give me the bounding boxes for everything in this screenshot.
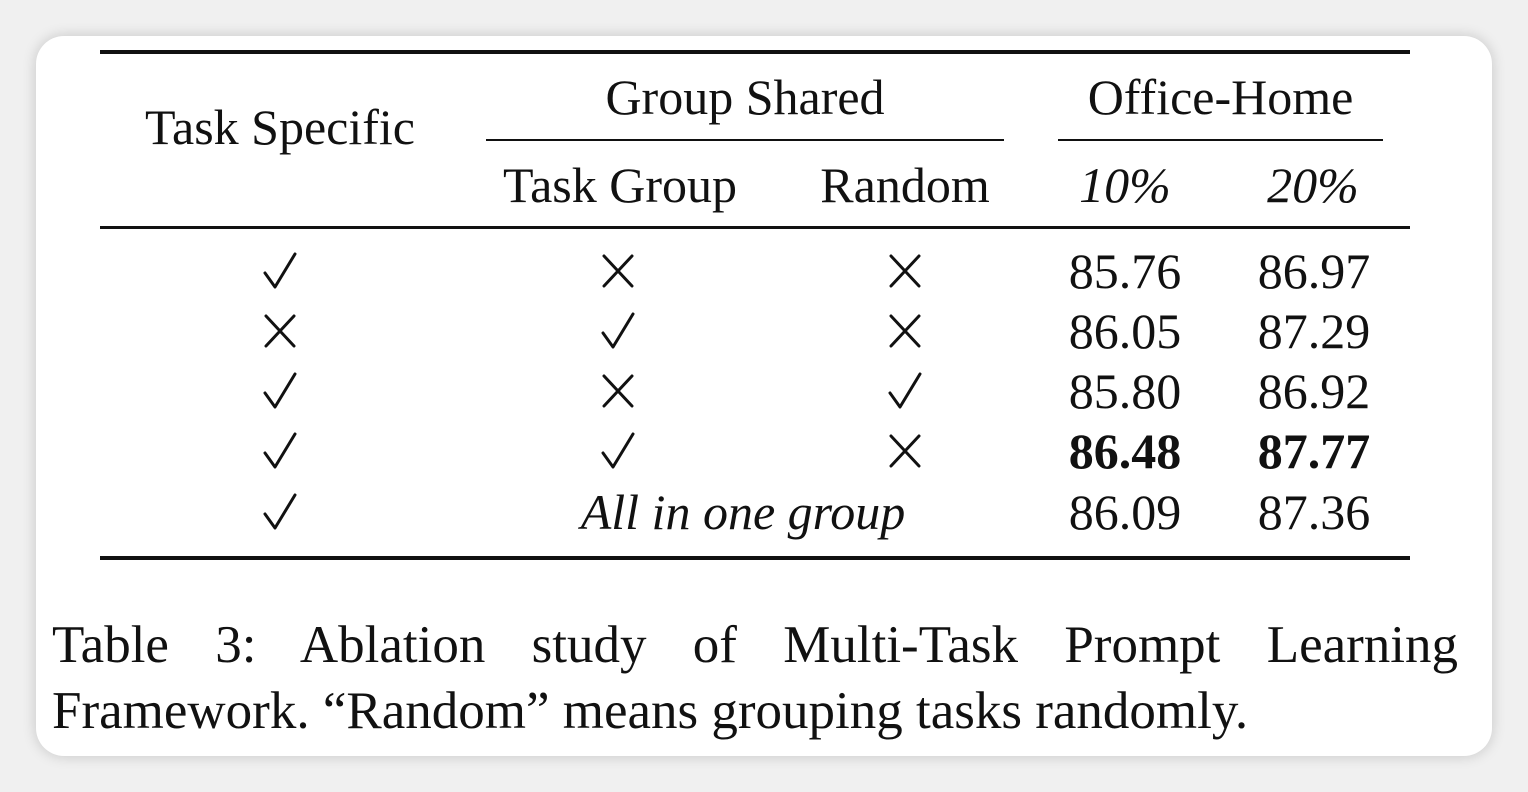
cross-icon xyxy=(596,369,640,413)
checkmark-icon xyxy=(258,249,302,293)
content-card xyxy=(36,36,1492,756)
score-10-percent: 86.48 xyxy=(1068,423,1182,479)
score-10-percent: 85.76 xyxy=(1068,243,1182,299)
checkmark-icon xyxy=(883,369,927,413)
checkmark-icon xyxy=(258,429,302,473)
score-20-percent: 87.36 xyxy=(1257,484,1371,540)
header-task-group: Task Group xyxy=(503,157,737,213)
table-caption: Table 3: Ablation study of Multi-Task Pr… xyxy=(52,616,1458,740)
top-rule xyxy=(100,50,1410,54)
score-20-percent: 86.92 xyxy=(1257,363,1371,419)
score-10-percent: 85.80 xyxy=(1068,363,1182,419)
cross-icon xyxy=(883,309,927,353)
bottom-rule xyxy=(100,556,1410,560)
score-20-percent: 86.97 xyxy=(1257,243,1371,299)
cross-icon xyxy=(258,309,302,353)
office-home-rule xyxy=(1058,139,1383,141)
checkmark-icon xyxy=(258,369,302,413)
header-rule xyxy=(100,226,1410,229)
header-group-shared: Group Shared xyxy=(605,69,885,125)
header-20-percent: 20% xyxy=(1267,157,1359,213)
score-20-percent: 87.29 xyxy=(1257,303,1371,359)
cross-icon xyxy=(883,249,927,293)
merged-group-cell: All in one group xyxy=(580,484,906,540)
group-shared-rule xyxy=(486,139,1004,141)
checkmark-icon xyxy=(258,490,302,534)
header-random: Random xyxy=(820,157,990,213)
score-10-percent: 86.05 xyxy=(1068,303,1182,359)
checkmark-icon xyxy=(596,429,640,473)
score-20-percent: 87.77 xyxy=(1257,423,1371,479)
header-10-percent: 10% xyxy=(1079,157,1171,213)
cross-icon xyxy=(596,249,640,293)
cross-icon xyxy=(883,429,927,473)
score-10-percent: 86.09 xyxy=(1068,484,1182,540)
checkmark-icon xyxy=(596,309,640,353)
header-office-home: Office-Home xyxy=(1087,69,1354,125)
header-task-specific: Task Specific xyxy=(144,99,416,155)
